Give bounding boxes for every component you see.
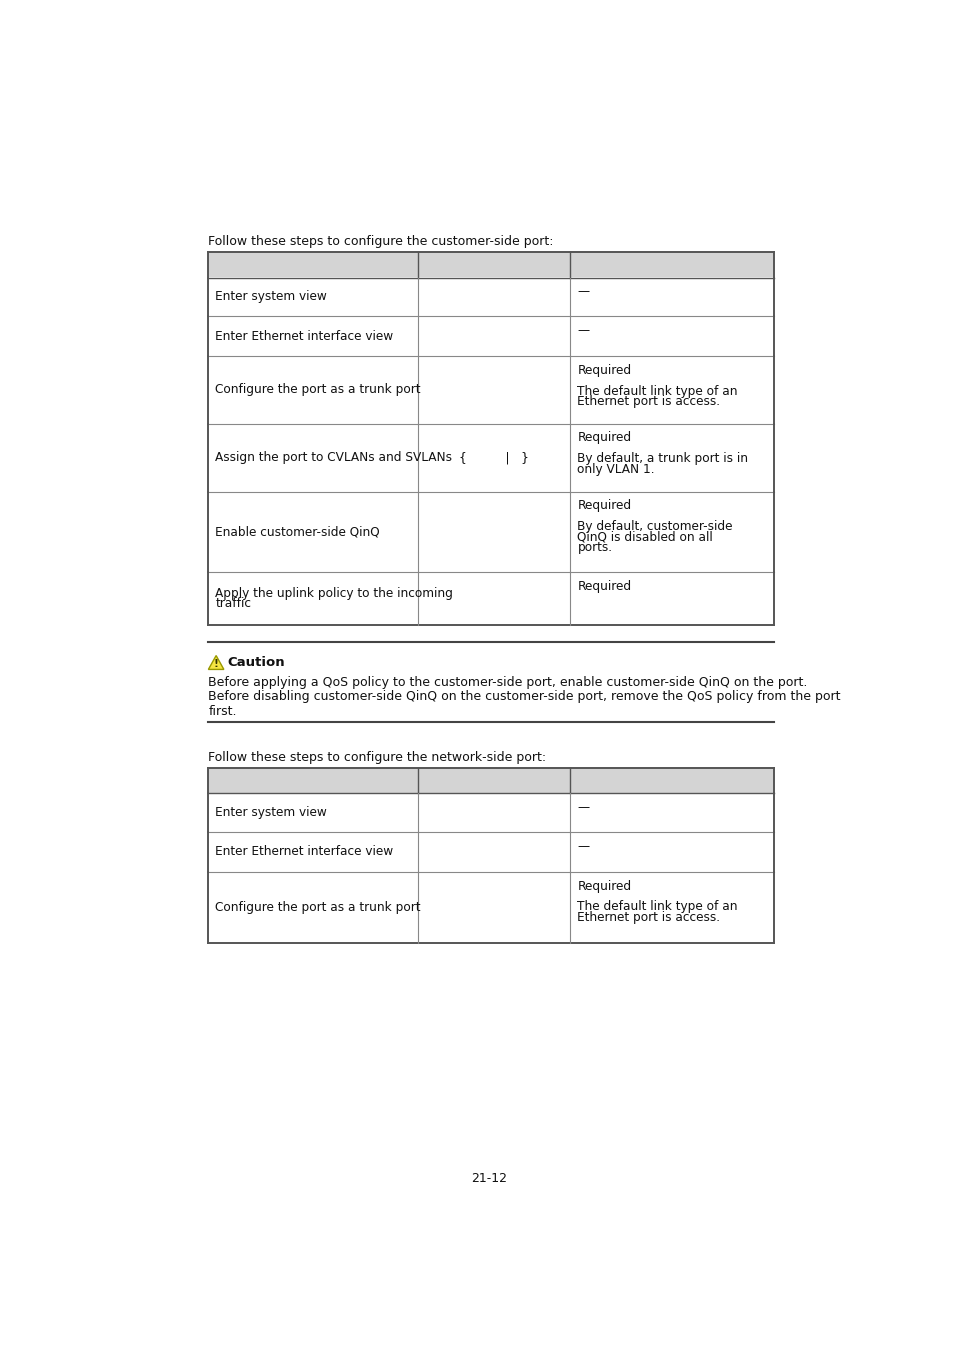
Text: Enter Ethernet interface view: Enter Ethernet interface view bbox=[215, 845, 393, 859]
Text: Caution: Caution bbox=[228, 656, 285, 670]
Polygon shape bbox=[208, 656, 224, 670]
Text: Before applying a QoS policy to the customer-side port, enable customer-side Qin: Before applying a QoS policy to the cust… bbox=[208, 675, 807, 688]
Text: 21-12: 21-12 bbox=[471, 1172, 506, 1185]
Text: Enter Ethernet interface view: Enter Ethernet interface view bbox=[215, 329, 393, 343]
Text: Enter system view: Enter system view bbox=[215, 290, 327, 304]
Bar bbox=[208, 768, 773, 794]
Text: Enable customer-side QinQ: Enable customer-side QinQ bbox=[215, 525, 379, 539]
Text: {          |   }: { | } bbox=[458, 451, 529, 464]
Text: first.: first. bbox=[208, 705, 236, 718]
Text: QinQ is disabled on all: QinQ is disabled on all bbox=[577, 531, 713, 544]
Text: —: — bbox=[577, 324, 589, 336]
Text: Configure the port as a trunk port: Configure the port as a trunk port bbox=[215, 383, 420, 397]
Text: Ethernet port is access.: Ethernet port is access. bbox=[577, 911, 720, 923]
Text: Required: Required bbox=[577, 880, 631, 892]
Text: Required: Required bbox=[577, 432, 631, 444]
Text: ports.: ports. bbox=[577, 541, 612, 554]
Text: traffic: traffic bbox=[215, 597, 251, 610]
Text: Follow these steps to configure the network-side port:: Follow these steps to configure the netw… bbox=[208, 751, 546, 764]
Text: Configure the port as a trunk port: Configure the port as a trunk port bbox=[215, 900, 420, 914]
Text: By default, customer-side: By default, customer-side bbox=[577, 520, 732, 533]
Bar bbox=[208, 252, 773, 278]
Text: Follow these steps to configure the customer-side port:: Follow these steps to configure the cust… bbox=[208, 235, 554, 248]
Text: —: — bbox=[577, 840, 589, 853]
Text: Enter system view: Enter system view bbox=[215, 806, 327, 819]
Text: Required: Required bbox=[577, 580, 631, 593]
Text: By default, a trunk port is in: By default, a trunk port is in bbox=[577, 452, 748, 466]
Text: !: ! bbox=[213, 659, 218, 670]
Text: Before disabling customer-side QinQ on the customer-side port, remove the QoS po: Before disabling customer-side QinQ on t… bbox=[208, 690, 840, 703]
Text: —: — bbox=[577, 285, 589, 298]
Text: Apply the uplink policy to the incoming: Apply the uplink policy to the incoming bbox=[215, 587, 453, 599]
Text: Required: Required bbox=[577, 363, 631, 377]
Text: The default link type of an: The default link type of an bbox=[577, 385, 738, 397]
Text: Assign the port to CVLANs and SVLANs: Assign the port to CVLANs and SVLANs bbox=[215, 451, 452, 464]
Text: The default link type of an: The default link type of an bbox=[577, 900, 738, 914]
Text: Required: Required bbox=[577, 500, 631, 512]
Text: Ethernet port is access.: Ethernet port is access. bbox=[577, 396, 720, 408]
Text: only VLAN 1.: only VLAN 1. bbox=[577, 463, 655, 475]
Text: —: — bbox=[577, 801, 589, 814]
